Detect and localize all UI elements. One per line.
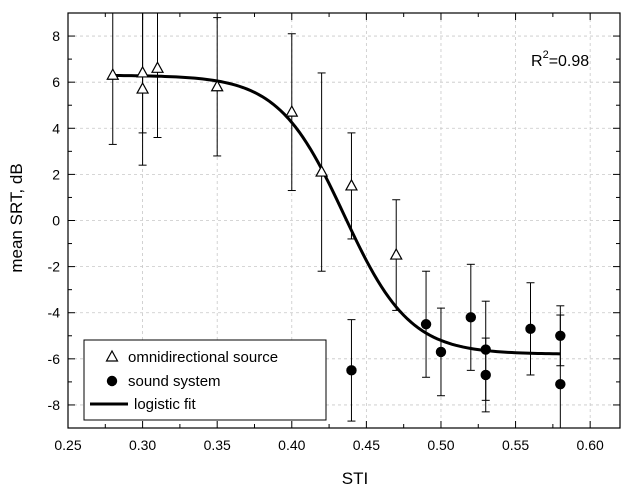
y-tick-label: 2 [52,166,60,182]
y-tick-label: 8 [52,28,60,44]
y-tick-label: 0 [52,213,60,229]
x-tick-label: 0.50 [427,437,454,453]
axis-ticks: 0.25 0.30 0.35 0.40 0.45 0.50 0.55 0.60 -8 -6 -4 -2… [48,13,620,453]
circle-marker [465,312,477,323]
legend-box [83,339,327,421]
circle-marker [555,378,566,390]
circle-marker [480,344,491,355]
legend-marker-circle [106,375,118,387]
legend-marker-triangle [105,349,119,362]
markers [106,61,566,390]
triangle-marker [106,68,120,80]
triangle-marker [389,247,403,260]
y-tick-label: -6 [48,351,61,367]
y-tick-label: -8 [48,397,61,413]
logistic-fit-curve [112,73,561,356]
y-tick-label: 4 [52,120,60,136]
x-axis-title: STI [342,469,368,488]
legend-label-logistic-fit: logistic fit [134,396,197,413]
y-axis-title: mean SRT, dB [7,163,26,272]
triangle-marker [136,65,150,78]
triangle-marker [344,178,358,191]
y-tick-label: 6 [52,74,60,90]
legend: omnidirectional source sound system logi… [83,339,327,421]
x-tick-label: 0.55 [502,437,529,453]
legend-label-omnidirectional: omnidirectional source [128,349,278,366]
x-tick-label: 0.25 [54,437,81,453]
circle-marker [346,365,357,376]
r-squared-annotation: R2=0.98 [531,49,589,70]
circle-marker [420,319,432,330]
circle-marker [435,346,447,358]
x-tick-label: 0.45 [353,437,380,453]
x-tick-label: 0.30 [129,437,156,453]
triangle-marker [315,164,329,177]
triangle-marker [285,104,299,117]
circle-marker [555,330,566,341]
triangle-marker [150,61,165,73]
triangle-marker [210,79,224,92]
legend-label-sound-system: sound system [128,373,221,390]
x-tick-label: 0.40 [278,437,305,453]
circle-marker [480,369,491,381]
x-tick-label: 0.60 [577,437,604,453]
fit-curve-layer [112,73,561,356]
circle-marker [525,323,536,335]
triangle-marker [136,81,150,94]
y-tick-label: -2 [48,259,61,275]
y-tick-label: -4 [48,305,61,321]
x-tick-label: 0.35 [204,437,231,453]
